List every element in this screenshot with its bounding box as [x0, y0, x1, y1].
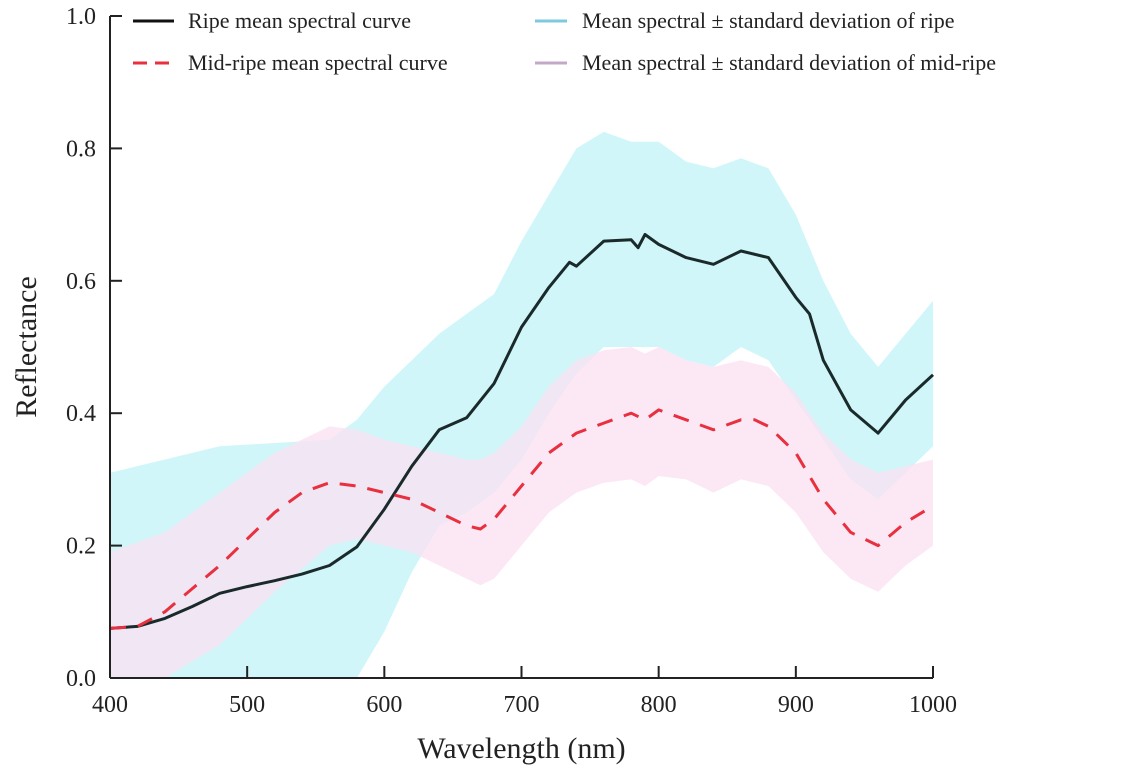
x-tick-label: 900 — [778, 692, 814, 718]
x-tick-label: 500 — [229, 692, 265, 718]
y-tick-label: 0.8 — [66, 136, 96, 162]
x-tick-label: 800 — [641, 692, 677, 718]
midripe-mean-line — [109, 408, 934, 630]
legend-item-midripe-std: Mean spectral ± standard deviation of mi… — [535, 50, 996, 75]
x-axis-title: Wavelength (nm) — [417, 732, 625, 765]
y-tick-label: 0.2 — [66, 534, 96, 560]
legend-item-midripe-mean: Mid-ripe mean spectral curve — [133, 50, 448, 75]
legend-label-ripe-mean: Ripe mean spectral curve — [188, 8, 411, 33]
y-axis-title: Reflectance — [10, 276, 43, 418]
x-tick-label: 1000 — [909, 692, 957, 718]
x-tick-label: 600 — [366, 692, 402, 718]
legend-label-midripe-std: Mean spectral ± standard deviation of mi… — [582, 50, 996, 75]
y-tick-label: 1.0 — [66, 4, 96, 30]
y-tick-label: 0.0 — [66, 666, 96, 692]
x-ticks: 400 500 600 700 800 900 1000 — [92, 666, 957, 718]
legend: Ripe mean spectral curve Mid-ripe mean s… — [133, 8, 996, 75]
x-tick-label: 400 — [92, 692, 128, 718]
std-bands-layer — [110, 131, 933, 678]
x-tick-label: 700 — [504, 692, 540, 718]
mean-lines-layer — [109, 233, 935, 630]
midripe-std-band — [110, 347, 933, 678]
legend-item-ripe-std: Mean spectral ± standard deviation of ri… — [535, 8, 955, 33]
ripe-mean-line — [109, 233, 935, 630]
legend-label-ripe-std: Mean spectral ± standard deviation of ri… — [582, 8, 955, 33]
legend-label-midripe-mean: Mid-ripe mean spectral curve — [188, 50, 448, 75]
legend-item-ripe-mean: Ripe mean spectral curve — [133, 8, 411, 33]
y-ticks: 0.0 0.2 0.4 0.6 0.8 1.0 — [66, 4, 122, 692]
y-tick-label: 0.6 — [66, 269, 96, 295]
y-tick-label: 0.4 — [66, 401, 96, 427]
